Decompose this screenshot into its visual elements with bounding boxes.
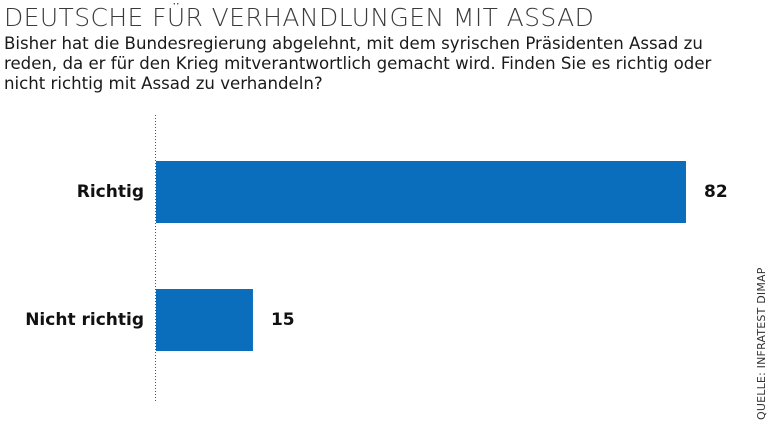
- bar-richtig: [156, 161, 686, 223]
- value-label: 15: [271, 310, 295, 330]
- chart-subtitle: Bisher hat die Bundesregierung abgelehnt…: [4, 34, 712, 93]
- bar-nicht-richtig: [156, 289, 253, 351]
- category-label: Nicht richtig: [25, 310, 144, 330]
- value-label: 82: [704, 182, 728, 202]
- chart-title: DEUTSCHE FÜR VERHANDLUNGEN MIT ASSAD: [4, 3, 595, 32]
- category-label: Richtig: [77, 182, 144, 202]
- source-note: QUELLE: INFRATEST DIMAP: [755, 267, 768, 420]
